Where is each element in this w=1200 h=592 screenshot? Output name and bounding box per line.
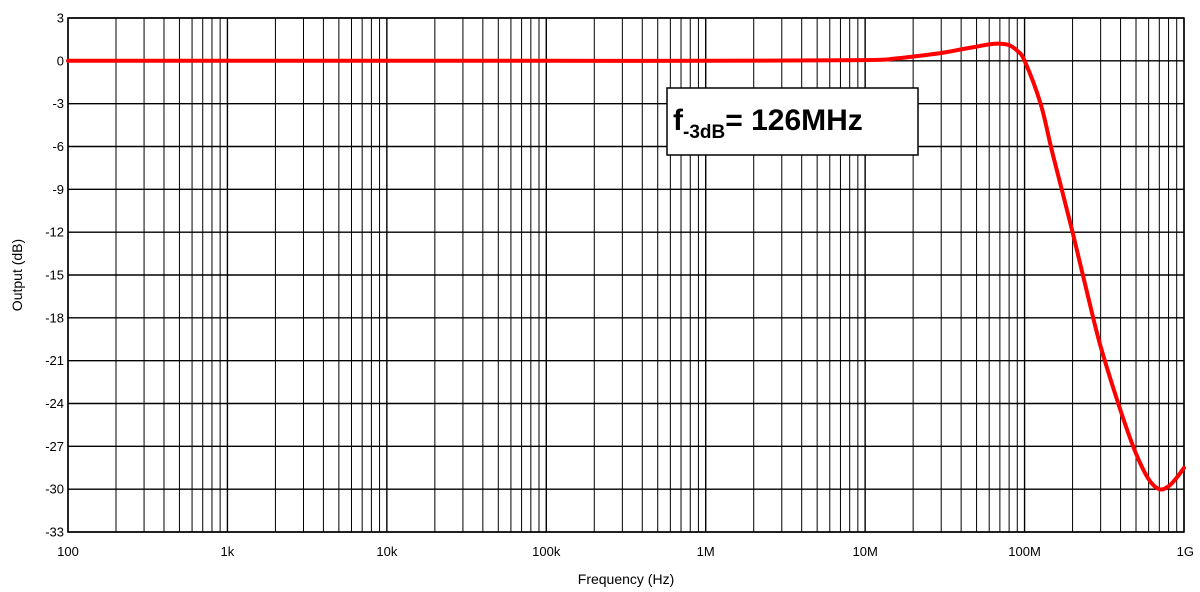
annotation-main: f <box>673 104 684 137</box>
series-layer <box>66 41 1186 492</box>
x-tick-label: 100M <box>1008 544 1041 559</box>
x-tick-label: 100 <box>57 544 79 559</box>
x-tick-label: 1k <box>221 544 235 559</box>
annotation-box <box>666 87 919 156</box>
y-tick-label: -33 <box>45 525 64 540</box>
y-tick-label: -15 <box>45 268 64 283</box>
series-line <box>66 41 1186 492</box>
y-tick-label: 0 <box>57 53 64 68</box>
annotation-text: f-3dB= 126MHz <box>673 104 863 143</box>
y-tick-label: -18 <box>45 310 64 325</box>
y-axis-label: Output (dB) <box>9 239 25 311</box>
x-tick-label: 10k <box>376 544 397 559</box>
y-tick-label: -27 <box>45 439 64 454</box>
y-tick-label: -9 <box>52 182 64 197</box>
x-tick-label: 100k <box>532 544 561 559</box>
y-tick-label: -3 <box>52 96 64 111</box>
x-axis-label: Frequency (Hz) <box>578 571 674 587</box>
y-tick-label: -21 <box>45 353 64 368</box>
annotation-suffix: = 126MHz <box>725 104 863 137</box>
x-tick-label: 10M <box>852 544 877 559</box>
y-tick-label: -30 <box>45 482 64 497</box>
y-tick-label: -24 <box>45 396 64 411</box>
y-tick-labels: 3 0 -3 -6 -9 -12 -15 -18 -21 -24 -27 -30 -33 <box>45 11 64 540</box>
y-tick-label: 3 <box>57 11 64 26</box>
y-tick-label: -6 <box>52 139 64 154</box>
x-tick-labels: 100 1k 10k 100k 1M 10M 100M 1G <box>57 544 1194 559</box>
x-tick-label: 1M <box>697 544 715 559</box>
annotation-subscript: -3dB <box>683 122 725 143</box>
x-tick-label: 1G <box>1177 544 1194 559</box>
plot-frame <box>67 17 1185 533</box>
cutoff-annotation: f-3dB= 126MHz <box>666 87 919 156</box>
y-tick-label: -12 <box>45 225 64 240</box>
